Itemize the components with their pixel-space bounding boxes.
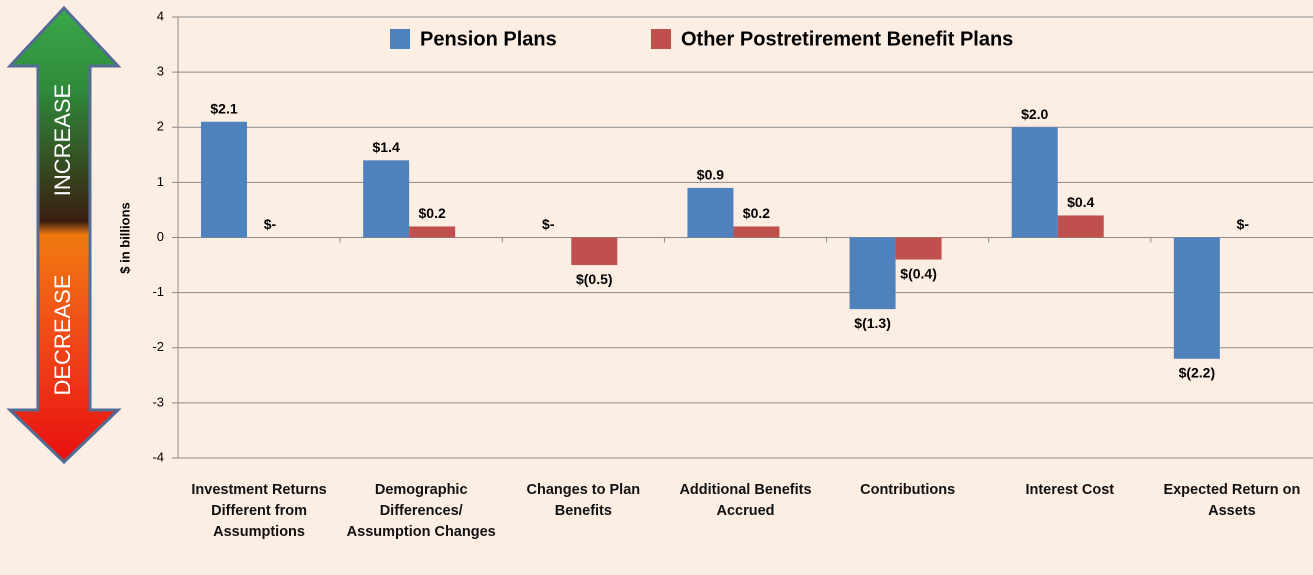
- bar: [1173, 237, 1220, 359]
- bar: [1011, 127, 1058, 238]
- x-tick-label: Additional Benefits Accrued: [679, 482, 812, 519]
- bar: [363, 160, 410, 238]
- x-tick-label: Interest Cost: [1025, 482, 1115, 498]
- decrease-label: DECREASE: [50, 274, 75, 395]
- bar: [201, 121, 247, 238]
- x-tick-label: Expected Return on Assets: [1163, 482, 1301, 519]
- bar: [849, 237, 896, 310]
- value-label: $(0.4): [900, 265, 937, 281]
- legend-label: Pension Plans: [420, 28, 557, 50]
- y-tick-label: -4: [152, 449, 164, 464]
- value-label: $2.0: [1021, 106, 1048, 122]
- value-label: $(1.3): [854, 315, 891, 331]
- value-label: $(2.2): [1179, 364, 1216, 380]
- value-label: $1.4: [373, 139, 400, 155]
- bar: [733, 226, 780, 238]
- x-tick-label: Contributions: [860, 482, 956, 498]
- y-tick-label: -2: [152, 339, 164, 354]
- bar: [409, 226, 456, 238]
- value-label: $0.2: [743, 205, 770, 221]
- y-tick-label: 1: [157, 174, 164, 189]
- arrow: [6, 5, 122, 465]
- legend-label: Other Postretirement Benefit Plans: [681, 28, 1013, 50]
- value-label: $0.4: [1067, 194, 1094, 210]
- y-tick-label: -1: [152, 284, 164, 299]
- value-label: $0.2: [419, 205, 446, 221]
- value-label: $0.9: [697, 167, 724, 183]
- value-label: $-: [542, 216, 555, 232]
- legend-swatch: [390, 29, 410, 49]
- bar: [895, 237, 942, 260]
- bar: [687, 187, 734, 238]
- bar: [1057, 215, 1104, 238]
- y-tick-label: 2: [157, 119, 164, 134]
- value-label: $(0.5): [576, 271, 613, 287]
- y-tick-label: -3: [152, 394, 164, 409]
- y-tick-label: 0: [157, 229, 164, 244]
- x-tick-label: Changes to Plan Benefits: [526, 482, 641, 519]
- bar: [571, 237, 618, 266]
- y-axis-title: $ in billions: [117, 202, 132, 274]
- value-label: $-: [264, 216, 277, 232]
- y-tick-label: 3: [157, 64, 164, 79]
- x-tick-label: Demographic Differences/ Assumption Chan…: [346, 482, 496, 540]
- legend-swatch: [651, 29, 671, 49]
- value-label: $2.1: [210, 100, 237, 116]
- x-tick-label: Investment Returns Different from Assump…: [191, 482, 327, 540]
- value-label: $-: [1237, 216, 1250, 232]
- increase-label: INCREASE: [50, 84, 75, 196]
- y-tick-label: 4: [157, 8, 164, 23]
